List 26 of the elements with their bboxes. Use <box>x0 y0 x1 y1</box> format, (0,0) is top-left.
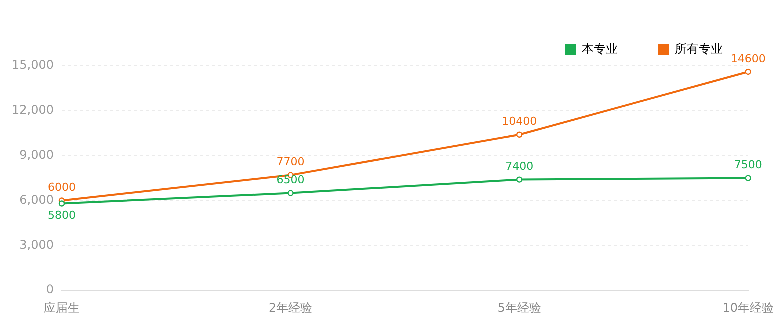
point <box>516 176 523 183</box>
y-tick-label: 15,000 <box>12 58 54 72</box>
data-label: 7500 <box>734 158 762 172</box>
y-tick-label: 6,000 <box>20 192 54 207</box>
data-label: 7400 <box>506 160 534 174</box>
data-label: 7700 <box>276 156 305 169</box>
data-label: 5800 <box>48 209 76 222</box>
data-label: 10400 <box>502 115 538 128</box>
x-tick-label: 应届生 <box>44 300 80 315</box>
y-tick-label: 9,000 <box>20 148 54 162</box>
x-tick-label: 10年经验 <box>722 300 774 315</box>
legend-label: 本专业 <box>582 42 618 56</box>
point <box>745 68 752 76</box>
point <box>516 132 523 138</box>
point <box>745 175 752 182</box>
legend-label: 所有专业 <box>675 42 723 56</box>
y-tick-label: 3,000 <box>20 238 54 252</box>
y-tick-label: 0 <box>46 282 54 297</box>
x-tick-label: 2年经验 <box>268 300 313 315</box>
data-label: 6000 <box>48 181 76 194</box>
point <box>288 190 294 196</box>
x-tick-label: 5年经验 <box>498 300 542 315</box>
data-label: 14600 <box>730 52 766 66</box>
y-tick-label: 12,000 <box>12 103 54 118</box>
data-label: 6500 <box>276 174 305 187</box>
point <box>58 200 66 207</box>
